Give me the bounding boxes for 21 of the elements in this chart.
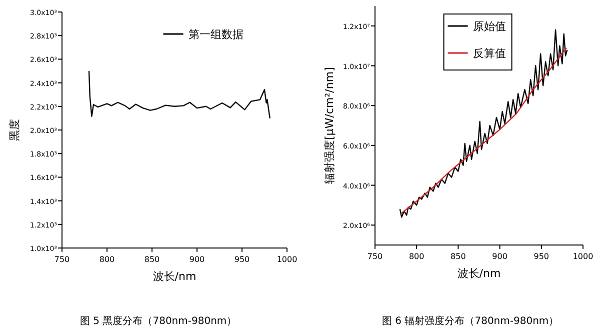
x-tick-label: 800 <box>408 252 424 261</box>
x-tick-label: 750 <box>54 255 70 264</box>
x-tick-label: 1000 <box>572 252 594 261</box>
y-axis-title: 黑度 <box>8 119 21 141</box>
x-tick-label: 950 <box>534 252 550 261</box>
legend-label: 原始值 <box>472 20 506 33</box>
x-tick-label: 800 <box>99 255 115 264</box>
x-axis-title: 波长/nm <box>152 270 196 283</box>
x-tick-label: 900 <box>189 255 205 264</box>
y-axis-title: 辐射强度[μW/cm²/nm] <box>323 67 336 184</box>
caption: 图 6 辐射强度分布（780nm-980nm） <box>382 315 559 327</box>
x-tick-label: 1000 <box>276 255 298 264</box>
x-tick-label: 750 <box>367 252 383 261</box>
x-tick-label: 850 <box>144 255 160 264</box>
legend-label: 反算值 <box>472 47 506 60</box>
x-axis-title: 波长/nm <box>457 267 501 280</box>
legend-label: 第一组数据 <box>188 28 244 41</box>
x-tick-label: 900 <box>492 252 508 261</box>
x-tick-label: 850 <box>450 252 466 261</box>
caption: 图 5 黑度分布（780nm-980nm） <box>80 315 237 327</box>
x-tick-label: 950 <box>234 255 250 264</box>
